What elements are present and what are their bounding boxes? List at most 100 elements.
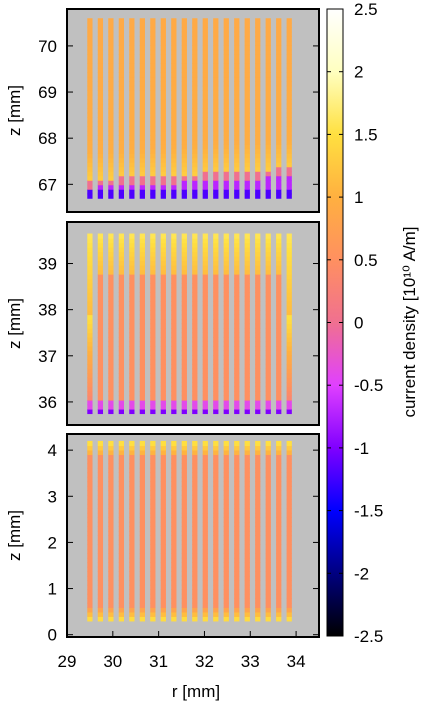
strip-cell [276,485,282,492]
strip-cell [139,494,145,500]
strip-cell [97,72,104,78]
strip-cell [97,189,104,195]
strip-cell [160,305,166,311]
strip-cell [244,494,250,500]
strip-cell [255,67,261,73]
strip-cell [276,404,282,410]
strip-cell [265,162,271,168]
strip-cell [171,363,177,370]
strip-cell [150,440,156,447]
strip-cell [255,314,261,320]
strip-cell [223,269,229,275]
conductor-strip [202,233,208,415]
strip-cell [129,557,135,563]
strip-cell [223,535,229,541]
strip-cell [97,408,104,415]
strip-cell [192,130,198,136]
strip-cell [139,85,145,91]
strip-cell [192,242,198,248]
strip-cell [213,404,219,410]
strip-cell [213,571,219,577]
strip-cell [234,354,240,361]
conductor-strip [139,233,145,415]
strip-cell [202,548,208,554]
strip-cell [255,390,261,397]
strip-cell [171,508,177,514]
strip-cell [265,575,271,581]
strip-cell [181,390,187,397]
strip-cell [265,319,271,325]
strip-cell [87,18,93,24]
strip-cell [244,467,250,474]
strip-cell [265,580,271,586]
strip-cell [255,103,261,109]
strip-cell [244,166,250,172]
strip-cell [97,562,104,568]
strip-cell [223,157,229,163]
strip-cell [234,310,240,316]
strip-cell [213,269,219,275]
strip-cell [118,580,125,586]
strip-cell [202,72,208,78]
strip-cell [244,458,250,465]
strip-cell [139,503,145,509]
strip-cell [223,390,229,397]
strip-cell [234,166,240,172]
strip-cell [108,94,114,100]
strip-cell [213,454,219,460]
strip-cell [87,301,93,307]
strip-cell [171,548,177,554]
strip-cell [87,157,93,163]
strip-cell [171,135,177,141]
strip-cell [139,386,145,392]
strip-cell [234,256,240,262]
strip-cell [286,580,292,586]
strip-cell [139,184,145,190]
strip-cell [181,354,187,361]
strip-cell [181,381,187,388]
strip-cell [265,566,271,572]
strip-cell [276,242,282,248]
strip-cell [255,265,261,271]
strip-cell [181,323,187,329]
strip-cell [181,544,187,550]
strip-cell [286,49,292,55]
strip-cell [223,153,229,159]
strip-cell [286,350,292,356]
strip-cell [223,345,229,352]
conductor-strip [108,440,114,622]
strip-cell [87,175,93,181]
strip-cell [276,341,282,347]
strip-cell [97,27,104,33]
strip-cell [87,63,93,69]
strip-cell [244,36,250,42]
strip-cell [276,251,282,257]
strip-cell [223,148,229,154]
strip-cell [139,162,145,168]
strip-cell [255,27,261,33]
strip-cell [97,112,104,118]
strip-cell [87,278,93,284]
strip-cell [139,319,145,325]
strip-cell [139,310,145,316]
strip-cell [97,521,104,527]
strip-cell [129,274,135,280]
strip-cell [118,323,125,329]
strip-cell [108,377,114,383]
strip-cell [265,539,271,545]
strip-cell [139,274,145,280]
colorbar-ticks: 2.521.510.50-0.5-1-1.5-2-2.5 [327,0,383,646]
strip-cell [108,395,114,401]
strip-cell [265,598,271,604]
strip-cell [213,314,219,320]
strip-cell [171,350,177,356]
strip-cell [160,85,166,91]
strip-cell [129,81,135,87]
strip-cell [160,350,166,356]
strip-cell [97,499,104,505]
strip-cell [255,171,261,177]
strip-cell [181,481,187,487]
strip-cell [276,481,282,487]
strip-cell [234,148,240,154]
strip-cell [265,544,271,550]
